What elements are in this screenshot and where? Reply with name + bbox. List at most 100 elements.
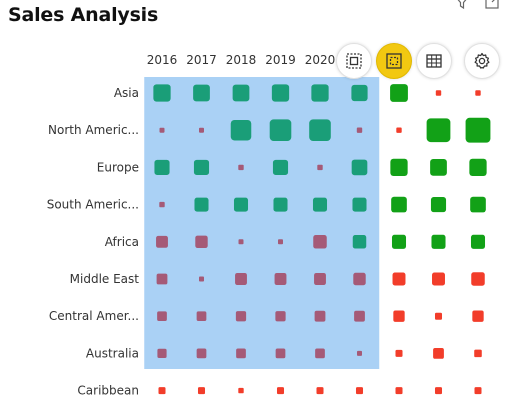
heatmap-cell[interactable] [354,310,365,322]
heatmap-cell[interactable] [469,158,487,177]
heatmap-cell[interactable] [238,239,244,245]
heatmap-cell[interactable] [153,84,171,102]
heatmap-cell[interactable] [395,387,403,395]
x-tick-label: 2020 [305,53,336,67]
heatmap-cell[interactable] [390,84,408,102]
heatmap-cell[interactable] [273,197,288,212]
heatmap-cell[interactable] [390,158,408,177]
heatmap-cell[interactable] [156,235,168,248]
heatmap-cell[interactable] [391,234,407,249]
heatmap-cell[interactable] [474,349,482,358]
heatmap-cell[interactable] [316,387,324,395]
page-title: Sales Analysis [8,4,159,26]
heatmap-cell[interactable] [275,311,286,322]
heatmap-cell[interactable] [472,310,484,322]
heatmap-cell[interactable] [233,197,249,212]
heatmap-cell[interactable] [158,387,166,395]
select-rows-icon [346,53,362,69]
heatmap-cell[interactable] [470,196,486,213]
y-tick-label: Europe [97,160,139,174]
heatmap-cell[interactable] [199,276,204,282]
heatmap-cell[interactable] [435,90,442,96]
heatmap-cell[interactable] [395,349,403,357]
heatmap-cell[interactable] [235,311,247,322]
y-tick-label: Australia [86,346,139,360]
heatmap-cell[interactable] [393,310,405,322]
y-tick-label: Africa [105,235,139,249]
heatmap-cell[interactable] [426,118,451,143]
x-tick-label: 2019 [265,53,296,67]
heatmap-cell[interactable] [238,164,244,171]
heatmap-cell[interactable] [230,119,252,141]
heatmap-cell[interactable] [271,84,290,102]
select-rows-button[interactable] [336,43,372,79]
heatmap-cell[interactable] [353,272,366,286]
y-tick-label: North Americ... [48,123,139,137]
heatmap-cell[interactable] [351,84,368,102]
heatmap-cell[interactable] [434,312,443,320]
heatmap-cell[interactable] [355,387,364,395]
heatmap-cell[interactable] [193,84,210,102]
heatmap-cell[interactable] [154,159,170,175]
heatmap-cell[interactable] [199,127,204,133]
settings-button[interactable] [464,43,500,79]
heatmap-cell[interactable] [313,235,327,249]
heatmap-cell[interactable] [309,119,331,141]
heatmap-cell[interactable] [159,201,165,208]
heatmap-cell[interactable] [194,197,209,212]
heatmap-cell[interactable] [357,350,362,356]
heatmap-cell[interactable] [197,387,206,395]
heatmap-cell[interactable] [157,311,167,322]
visual-header-icons [454,0,500,14]
heatmap-cell[interactable] [274,273,287,285]
filter-icon[interactable] [454,0,470,14]
heatmap-cell[interactable] [430,197,447,213]
heatmap-cell[interactable] [195,235,208,249]
heatmap-cell[interactable] [352,197,367,212]
heatmap-cell[interactable] [391,196,407,213]
heatmap-cell[interactable] [315,348,325,359]
x-tick-label: 2018 [226,53,257,67]
heatmap-cell[interactable] [232,84,250,102]
heatmap-cell[interactable] [465,117,491,143]
heatmap-cell[interactable] [471,272,485,286]
heatmap-cell[interactable] [311,84,329,102]
heatmap-cell[interactable] [278,239,283,245]
heatmap-cell[interactable] [433,348,444,359]
heatmap-cell[interactable] [236,348,246,359]
heatmap-cell[interactable] [157,348,167,358]
heatmap-cell[interactable] [156,273,168,285]
heatmap-cell[interactable] [196,348,207,359]
heatmap-cell[interactable] [193,159,210,175]
heatmap-cell[interactable] [434,387,443,395]
heatmap-cell[interactable] [238,387,244,394]
heatmap-cell[interactable] [269,119,292,141]
heatmap-cell[interactable] [317,164,323,171]
heatmap-cell[interactable] [312,197,328,212]
heatmap-cell[interactable] [159,127,165,133]
table-icon [426,54,442,68]
heatmap-cell[interactable] [392,272,406,286]
heatmap-cell[interactable] [475,90,481,96]
table-view-button[interactable] [416,43,452,79]
select-columns-button[interactable] [376,43,412,79]
heatmap-cell[interactable] [396,127,402,133]
heatmap-cell[interactable] [272,159,289,175]
heatmap-cell[interactable] [356,127,363,133]
heatmap-cell[interactable] [314,310,326,322]
heatmap-cell[interactable] [470,234,486,249]
heatmap-cell[interactable] [275,348,286,359]
y-tick-label: Asia [114,86,139,100]
heatmap-cell[interactable] [196,311,207,322]
heatmap-cell[interactable] [430,159,447,176]
heatmap-cell[interactable] [352,235,367,249]
heatmap-cell[interactable] [314,273,326,285]
heatmap-cell[interactable] [235,273,247,285]
heatmap-cell[interactable] [431,234,446,249]
heatmap-cell[interactable] [276,387,285,395]
heatmap-cell[interactable] [432,272,445,286]
focus-mode-icon[interactable] [484,0,500,14]
heatmap-cell[interactable] [351,159,368,176]
heatmap-cell[interactable] [474,387,482,395]
visual-toolbar [336,43,500,79]
